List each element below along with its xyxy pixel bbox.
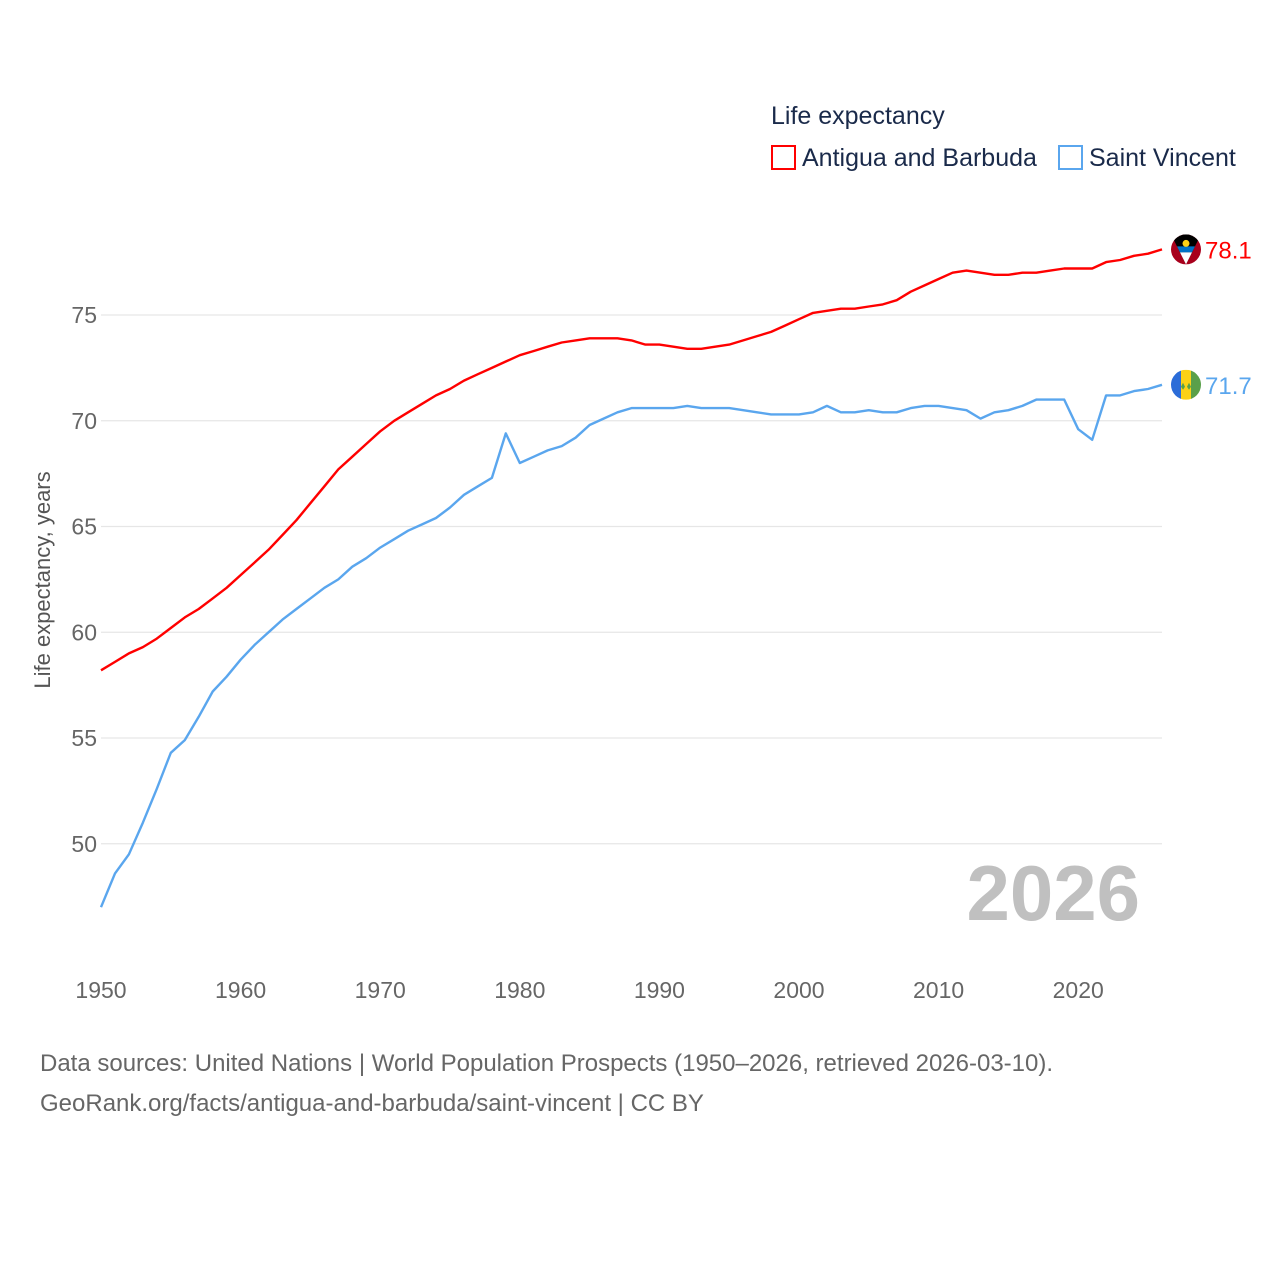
source-footer: Data sources: United Nations | World Pop… <box>40 1044 1053 1124</box>
y-tick-label: 75 <box>71 302 97 328</box>
end-value-label: 71.7 <box>1205 373 1252 400</box>
x-tick-label: 2000 <box>773 977 824 1003</box>
legend-title: Life expectancy <box>771 102 945 130</box>
x-tick-label: 1990 <box>634 977 685 1003</box>
y-tick-label: 55 <box>71 725 97 751</box>
x-tick-label: 2010 <box>913 977 964 1003</box>
end-value-label: 78.1 <box>1205 237 1252 264</box>
x-tick-label: 1960 <box>215 977 266 1003</box>
y-tick-label: 70 <box>71 408 97 434</box>
x-tick-label: 2020 <box>1053 977 1104 1003</box>
x-tick-label: 1970 <box>355 977 406 1003</box>
year-watermark: 2026 <box>966 849 1140 937</box>
y-axis-label: Life expectancy, years <box>30 471 55 688</box>
credit-line[interactable]: GeoRank.org/facts/antigua-and-barbuda/sa… <box>40 1090 704 1117</box>
legend-label-antigua[interactable]: Antigua and Barbuda <box>802 144 1037 172</box>
y-tick-label: 60 <box>71 619 97 645</box>
antigua-flag-icon <box>1171 234 1201 265</box>
y-tick-label: 50 <box>71 831 97 857</box>
series-line-antigua <box>100 248 1163 672</box>
legend-label-saint-vincent[interactable]: Saint Vincent <box>1089 144 1236 172</box>
y-tick-label: 65 <box>71 514 97 540</box>
series-line-saint-vincent <box>99 383 1163 908</box>
legend-swatch-antigua <box>771 145 796 170</box>
legend-swatch-saint-vincent <box>1058 145 1083 170</box>
x-tick-label: 1980 <box>494 977 545 1003</box>
legend: Life expectancy Antigua and Barbuda Sain… <box>771 102 1236 172</box>
x-tick-label: 1950 <box>75 977 126 1003</box>
source-line: Data sources: United Nations | World Pop… <box>40 1050 1054 1077</box>
saint-vincent-flag-icon <box>1171 369 1201 400</box>
